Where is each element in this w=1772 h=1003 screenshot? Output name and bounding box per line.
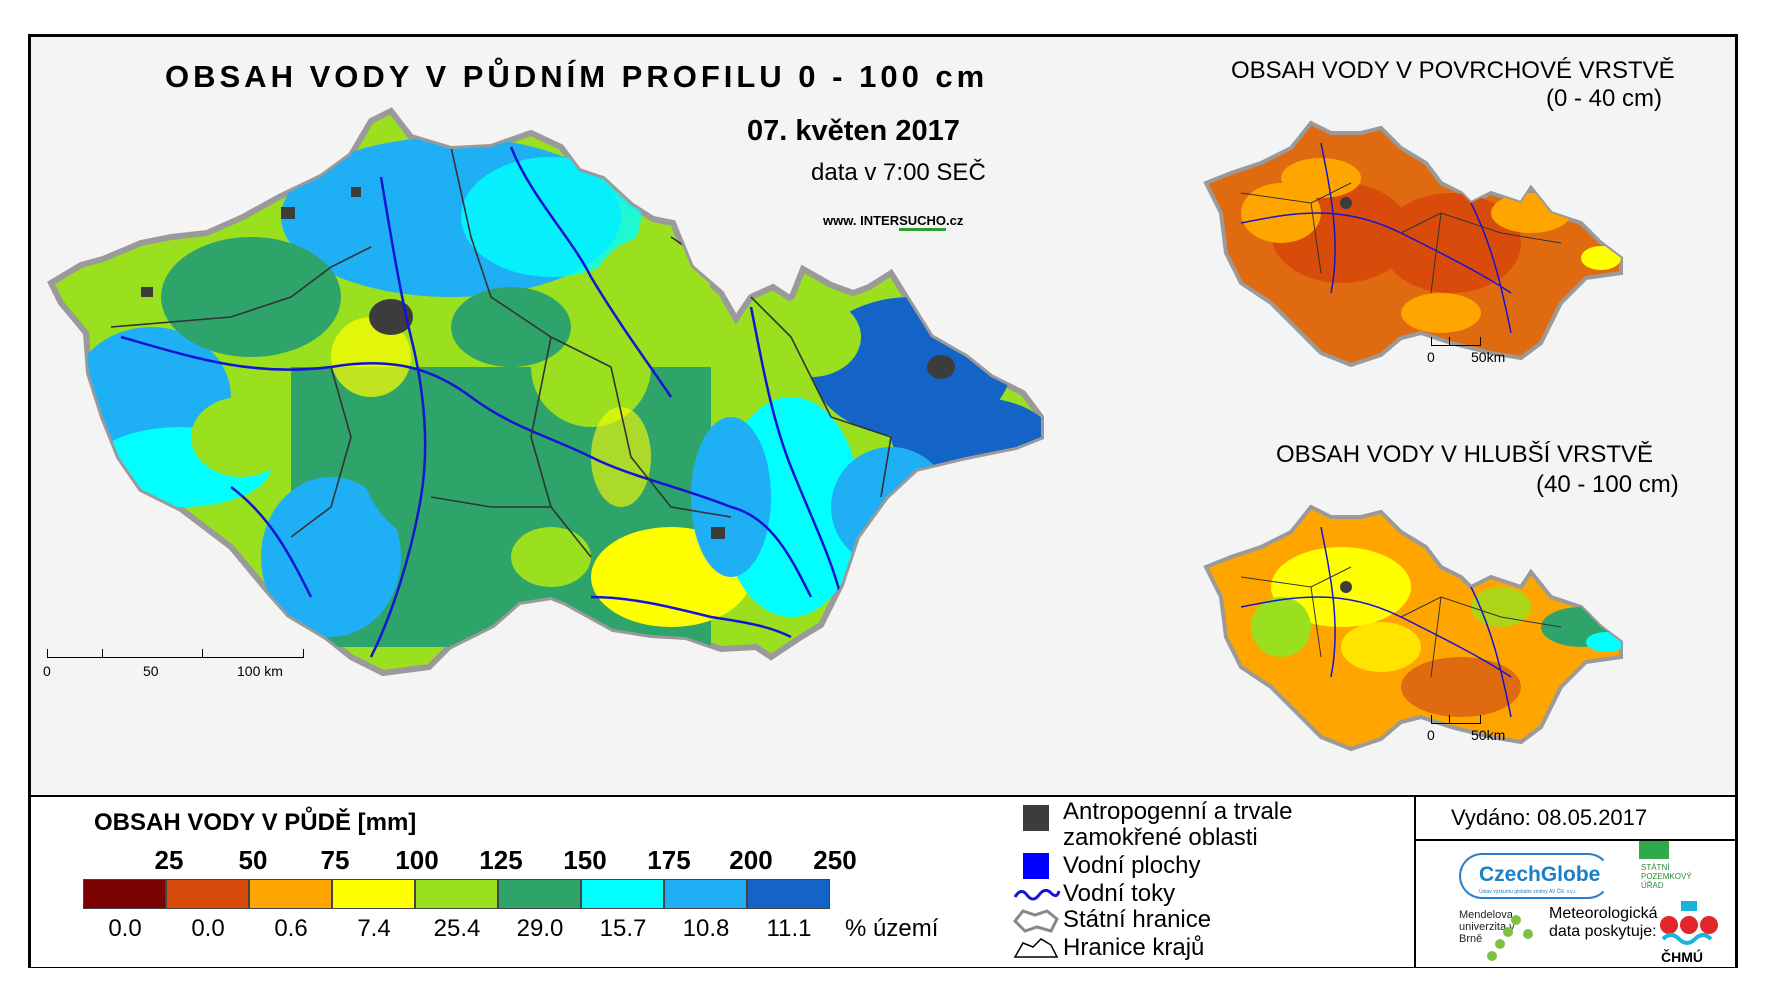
legend-region-border: Hranice krajů bbox=[1013, 934, 1205, 961]
figure-frame: OBSAH VODY V PŮDNÍM PROFILU 0 - 100 cm 0… bbox=[28, 34, 1738, 968]
legend-state-border: Státní hranice bbox=[1012, 906, 1212, 933]
legend-water-bodies: Vodní plochy bbox=[1023, 852, 1201, 879]
website-suffix: .cz bbox=[946, 213, 964, 228]
river-line-icon bbox=[1013, 888, 1061, 901]
legend-streams-label: Vodní toky bbox=[1063, 880, 1176, 907]
main-map-date: 07. květen 2017 bbox=[747, 115, 960, 147]
legend-panel: OBSAH VODY V PŮDĚ [mm] 25 50 75 100 125 … bbox=[31, 795, 1735, 967]
issued-separator bbox=[1414, 839, 1735, 841]
legend-threshold: 125 bbox=[479, 845, 523, 875]
legend-threshold: 250 bbox=[813, 845, 857, 875]
czechglobe-subtitle: Ústav výzkumu globální změny AV ČR, v.v.… bbox=[1479, 889, 1577, 895]
legend-percent: 7.4 bbox=[357, 915, 391, 942]
mendelu-logo: Mendelova univerzita v Brně bbox=[1459, 909, 1515, 945]
legend-swatch bbox=[83, 879, 166, 909]
surface-map-range: (0 - 40 cm) bbox=[1546, 85, 1663, 112]
surface-scale-end: 50km bbox=[1471, 349, 1506, 365]
legend-water-bodies-label: Vodní plochy bbox=[1063, 852, 1201, 879]
legend-anthropogenic: Antropogenní a trvale zamokřené oblasti bbox=[1023, 798, 1293, 851]
main-scale-bar: 0 50 100 km bbox=[43, 649, 304, 679]
footer-divider bbox=[1414, 797, 1416, 967]
legend-threshold: 25 bbox=[154, 845, 184, 875]
legend-swatch bbox=[498, 879, 581, 909]
main-scale-mid: 50 bbox=[143, 663, 159, 679]
legend-threshold: 200 bbox=[729, 845, 773, 875]
surface-map-title: OBSAH VODY V POVRCHOVÉ VRSTVĚ bbox=[1231, 57, 1675, 84]
legend-swatch bbox=[249, 879, 332, 909]
main-map-time: data v 7:00 SEČ bbox=[811, 159, 986, 186]
deep-scale-end: 50km bbox=[1471, 727, 1506, 743]
deep-scale-bar: 0 50km bbox=[1427, 715, 1521, 743]
legend-region-border-label: Hranice krajů bbox=[1063, 934, 1205, 961]
state-border-icon bbox=[1012, 909, 1059, 933]
legend-streams: Vodní toky bbox=[1013, 880, 1176, 907]
legend-threshold: 175 bbox=[647, 845, 691, 875]
deep-map bbox=[1203, 504, 1623, 752]
legend-swatch bbox=[747, 879, 830, 909]
deep-map-range: (40 - 100 cm) bbox=[1536, 471, 1679, 498]
legend-percent: 0.0 bbox=[108, 915, 142, 942]
legend-threshold: 100 bbox=[395, 845, 439, 875]
legend-percent: 0.6 bbox=[274, 915, 308, 942]
blue-square-icon bbox=[1023, 853, 1049, 879]
chmu-name: ČHMÚ bbox=[1661, 949, 1703, 965]
chmu-mark-icon bbox=[1660, 901, 1718, 945]
legend-percent-label: % území bbox=[845, 915, 939, 942]
website-link[interactable]: www. INTERSUCHO.cz bbox=[823, 213, 964, 231]
legend-title: OBSAH VODY V PŮDĚ [mm] bbox=[94, 809, 417, 836]
legend-anthropogenic-label-2: zamokřené oblasti bbox=[1063, 824, 1258, 851]
deep-scale-zero: 0 bbox=[1427, 727, 1435, 743]
website-highlight: SUCHO bbox=[899, 213, 947, 231]
surface-map bbox=[1203, 120, 1623, 368]
legend-swatch bbox=[415, 879, 498, 909]
legend-swatch bbox=[332, 879, 415, 909]
legend-percent: 29.0 bbox=[516, 915, 564, 942]
surface-scale-bar: 0 50km bbox=[1427, 337, 1521, 365]
legend-swatch bbox=[166, 879, 249, 909]
legend-threshold: 75 bbox=[320, 845, 350, 875]
czechglobe-logo: CzechGlobe Ústav výzkumu globální změny … bbox=[1459, 853, 1611, 899]
legend-swatch bbox=[581, 879, 664, 909]
legend-threshold: 50 bbox=[238, 845, 268, 875]
legend-percent: 11.1 bbox=[766, 915, 812, 942]
issued-date: Vydáno: 08.05.2017 bbox=[1451, 805, 1648, 830]
spu-name: STÁTNÍ POZEMKOVÝ ÚŘAD bbox=[1641, 863, 1692, 890]
region-border-icon bbox=[1013, 938, 1059, 958]
chmu-logo: ČHMÚ bbox=[1659, 901, 1719, 965]
website-prefix: www. INTER bbox=[823, 213, 900, 228]
meteo-data-text: Meteorologická data poskytuje: bbox=[1549, 905, 1658, 940]
legend-percent: 15.7 bbox=[599, 915, 647, 942]
dark-square-icon bbox=[1023, 805, 1049, 831]
legend-swatch bbox=[664, 879, 747, 909]
czechglobe-name: CzechGlobe bbox=[1479, 863, 1601, 886]
legend-percent: 25.4 bbox=[433, 915, 481, 942]
main-map-title: OBSAH VODY V PŮDNÍM PROFILU 0 - 100 cm bbox=[165, 59, 989, 94]
main-scale-end: 100 km bbox=[237, 663, 283, 679]
main-map bbox=[47, 107, 1044, 677]
legend-anthropogenic-label: Antropogenní a trvale bbox=[1063, 798, 1293, 825]
deep-map-title: OBSAH VODY V HLUBŠÍ VRSTVĚ bbox=[1276, 441, 1654, 468]
spu-mark-icon bbox=[1639, 841, 1669, 859]
legend-threshold: 150 bbox=[563, 845, 607, 875]
legend-percent: 0.0 bbox=[191, 915, 225, 942]
legend-percent: 10.8 bbox=[682, 915, 730, 942]
map-area: OBSAH VODY V PŮDNÍM PROFILU 0 - 100 cm 0… bbox=[31, 37, 1735, 795]
main-scale-zero: 0 bbox=[43, 663, 51, 679]
legend-state-border-label: Státní hranice bbox=[1063, 906, 1212, 933]
surface-scale-zero: 0 bbox=[1427, 349, 1435, 365]
